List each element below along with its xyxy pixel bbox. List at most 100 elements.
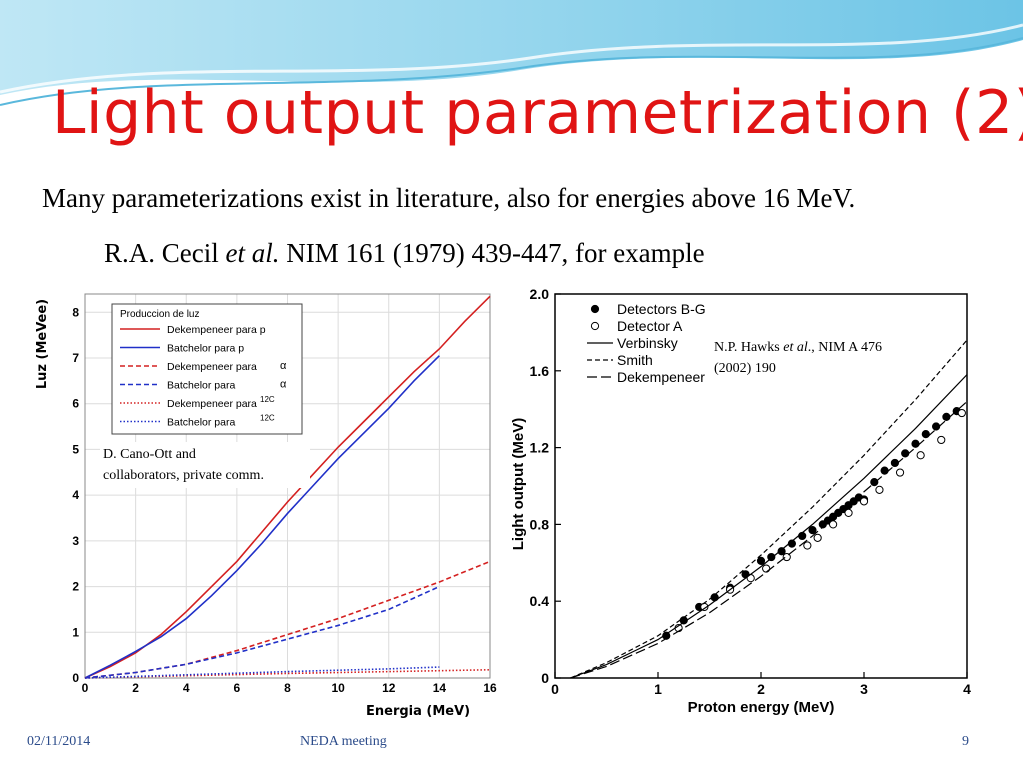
right-chart-series — [570, 339, 968, 679]
right-chart-y-tick: 1.6 — [530, 363, 550, 379]
left-chart-series-line — [84, 585, 440, 679]
right-chart-point — [942, 412, 951, 421]
left-chart-series-line — [84, 666, 440, 679]
right-chart-ticks: 0 1 2 3 4 0 0.4 0.8 1.2 1.6 2.0 — [530, 286, 972, 697]
left-chart-y-tick: 8 — [72, 305, 79, 319]
right-chart-point — [895, 468, 905, 477]
left-chart-legend-title: Produccion de luz — [120, 309, 200, 320]
right-chart-legend-label: Dekempeneer — [617, 369, 705, 385]
left-chart-xlabel: Energia (MeV) — [366, 704, 470, 719]
left-chart-legend-label: Dekempeneer para — [167, 398, 257, 410]
left-chart-y-tick: 0 — [72, 671, 79, 685]
left-chart-series-line — [84, 295, 491, 679]
left-chart-y-tick: 3 — [72, 534, 79, 548]
slide-title: Light output parametrization (2) — [52, 78, 1023, 148]
right-chart-point — [875, 485, 884, 494]
right-chart-y-tick: 1.2 — [530, 440, 550, 456]
citation-line: R.A. Cecil et al. NIM 161 (1979) 439-447… — [104, 238, 705, 269]
right-chart-legend-label: Smith — [617, 352, 653, 368]
left-chart-legend-sup: α — [280, 360, 287, 372]
left-chart-y-tick: 2 — [72, 580, 79, 594]
right-chart-point — [859, 497, 869, 506]
left-chart-y-tick: 7 — [72, 351, 79, 365]
left-chart-series-line — [84, 355, 440, 679]
right-chart-point — [782, 552, 791, 562]
right-chart-x-tick: 4 — [963, 681, 971, 697]
left-chart-x-tick: 4 — [183, 681, 190, 695]
footer-page-number: 9 — [962, 734, 969, 749]
left-chart-legend-label: Batchelor para p — [167, 343, 244, 355]
right-chart-point — [777, 547, 786, 556]
left-chart-ylabel: Luz (MeVee) — [35, 299, 50, 389]
right-chart-x-tick: 0 — [551, 681, 559, 697]
right-chart-x-tick: 3 — [860, 681, 868, 697]
left-chart-x-tick: 2 — [132, 681, 139, 695]
left-chart-x-tick: 6 — [234, 681, 241, 695]
citation-authors: R.A. Cecil — [104, 238, 226, 268]
right-chart-point — [803, 541, 812, 550]
right-chart-point — [767, 552, 776, 562]
left-chart-legend: Dekempeneer para p Batchelor para p Dekemp… — [120, 324, 287, 429]
left-chart-legend-box — [111, 303, 303, 435]
left-chart-legend-label: Batchelor para — [167, 417, 235, 429]
right-chart-series-line — [570, 374, 968, 679]
left-chart-legend-label: Dekempeneer para — [167, 361, 257, 373]
left-chart-y-tick: 4 — [72, 488, 79, 502]
right-chart-y-tick: 0.8 — [530, 516, 550, 532]
right-chart-point — [880, 466, 889, 475]
left-chart-x-tick: 12 — [382, 681, 396, 695]
right-chart-ylabel: Light output (MeV) — [510, 418, 527, 550]
left-chart-legend-sup: α — [280, 379, 287, 391]
left-chart-annotation-line1: D. Cano-Ott and — [103, 447, 196, 462]
right-chart-point — [813, 533, 822, 542]
right-chart-xlabel: Proton energy (MeV) — [688, 699, 835, 716]
right-chart-series-line — [570, 401, 968, 679]
right-chart-point — [921, 430, 930, 439]
left-chart-y-tick: 6 — [72, 397, 79, 411]
left-chart-annotation-line2: collaborators, private comm. — [103, 468, 264, 483]
left-chart-legend-sup: 12C — [260, 414, 275, 423]
left-chart-legend-label: Batchelor para — [167, 380, 235, 392]
citation-journal: NIM 161 (1979) 439-447, for example — [279, 238, 705, 268]
right-chart-point — [937, 435, 946, 445]
right-chart-point — [844, 508, 853, 517]
right-chart-x-tick: 2 — [757, 681, 765, 697]
right-chart-point — [762, 564, 771, 573]
footer-date: 02/11/2014 — [27, 734, 91, 749]
right-chart-legend-label: Verbinsky — [617, 335, 678, 351]
left-chart-x-tick: 8 — [284, 681, 291, 695]
right-chart-y-tick: 2.0 — [530, 286, 550, 302]
header-wave — [0, 0, 1023, 106]
right-chart-point — [901, 449, 910, 458]
right-chart-point — [957, 408, 966, 418]
right-chart-point — [829, 520, 838, 529]
footer-meeting: NEDA meeting — [300, 734, 387, 749]
right-chart-x-tick: 1 — [654, 681, 662, 697]
left-chart-annotation-box — [100, 442, 310, 488]
right-chart-point — [808, 526, 817, 535]
left-chart-series — [84, 295, 491, 679]
right-chart-point — [911, 439, 920, 448]
left-chart-x-tick: 10 — [331, 681, 345, 695]
right-chart-series-line — [570, 339, 968, 679]
right-chart-y-tick: 0.4 — [530, 593, 550, 609]
right-chart-citation-line2: (2002) 190 — [714, 361, 776, 376]
right-chart-y-tick: 0 — [541, 670, 549, 686]
left-chart-x-tick: 0 — [82, 681, 89, 695]
right-chart-legend-marker — [590, 304, 600, 314]
right-chart-legend-label: Detectors B-G — [617, 301, 706, 317]
left-chart-x-tick: 14 — [433, 681, 447, 695]
right-chart-legend-marker — [590, 321, 600, 331]
left-chart-x-tick: 16 — [483, 681, 497, 695]
left-chart-legend-sup: 12C — [260, 395, 275, 404]
left-chart-y-tick: 5 — [72, 442, 79, 456]
left-chart-frame — [84, 293, 491, 679]
left-chart-y-tick: 1 — [72, 625, 79, 639]
right-chart-legend-label: Detector A — [617, 318, 683, 334]
right-chart-point — [756, 556, 766, 565]
citation-etal: et al. — [225, 238, 280, 268]
right-chart: 0 1 2 3 4 0 0.4 0.8 1.2 1.6 2.0 Proton energy (MeV… — [505, 284, 993, 720]
